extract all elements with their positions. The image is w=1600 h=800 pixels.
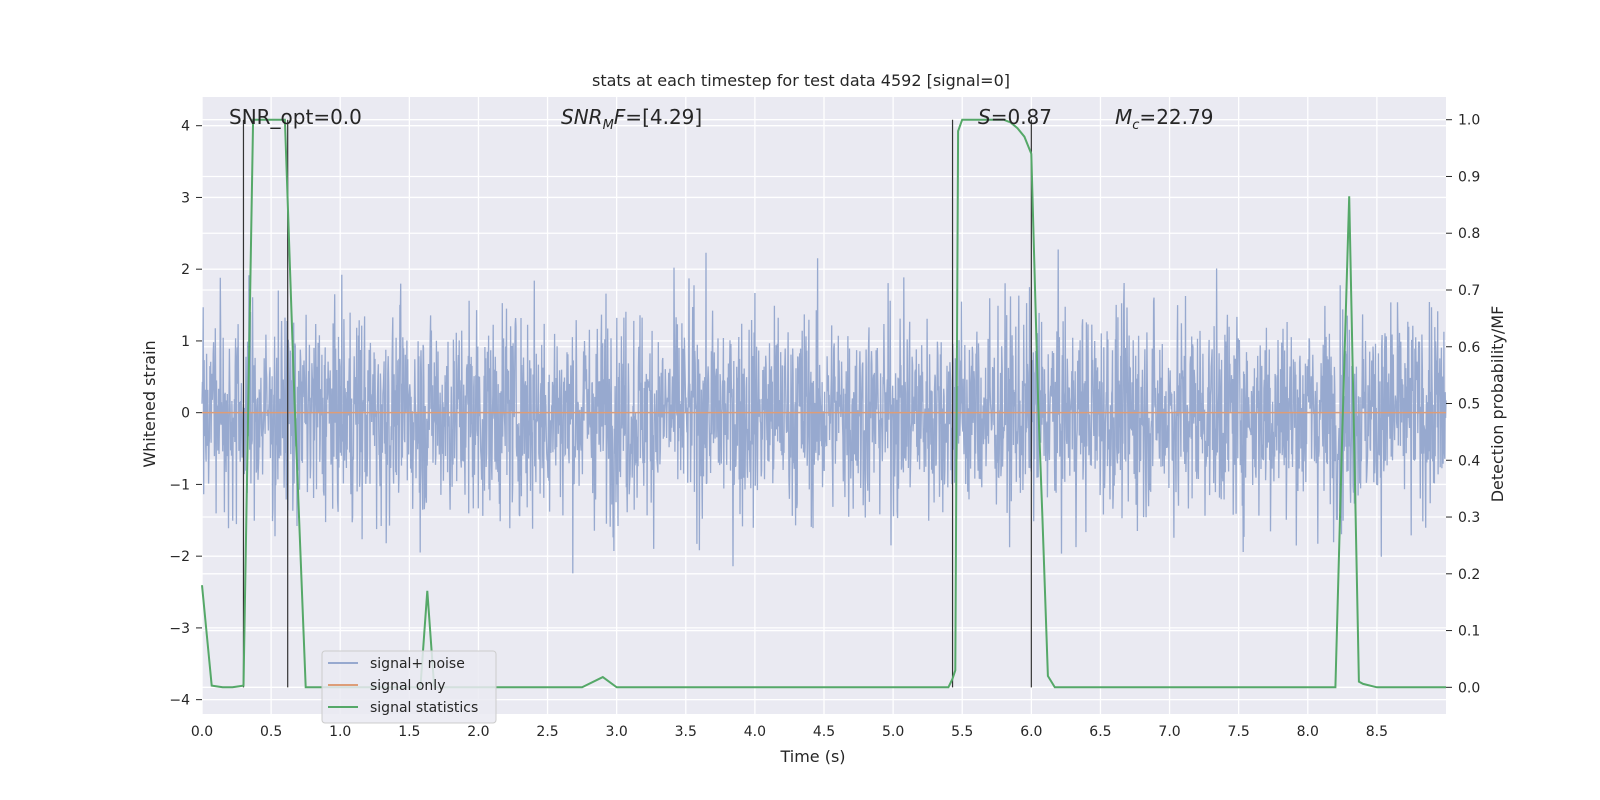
y-tick-label-5: 1 <box>181 334 190 350</box>
x-axis-label: Time (s) <box>779 747 845 766</box>
y2-tick-label-10: 1.0 <box>1458 113 1480 129</box>
y2-axis-label: Detection probability/MF <box>1488 306 1507 503</box>
x-tick-label-4: 2.0 <box>467 724 489 740</box>
y2-tick-label-1: 0.1 <box>1458 624 1480 640</box>
annotation-mc: Mc=22.79 <box>1115 105 1213 133</box>
legend-box <box>321 650 497 724</box>
annotation-s: S=0.87 <box>978 105 1052 129</box>
y-tick-label-4: 0 <box>181 406 190 422</box>
x-tick-label-0: 0.0 <box>191 724 213 740</box>
y-tick-label-3: −1 <box>169 477 190 493</box>
x-tick-label-13: 6.5 <box>1089 724 1111 740</box>
y-tick-label-7: 3 <box>181 190 190 206</box>
y-tick-label-6: 2 <box>181 262 190 278</box>
noise-trace <box>201 249 1447 574</box>
x-tick-label-11: 5.5 <box>951 724 973 740</box>
annotation-snr-mf-value: [4.29] <box>642 105 702 129</box>
y-tick-label-0: −4 <box>169 693 190 709</box>
y-axis-label: Whitened strain <box>140 340 159 467</box>
x-tick-label-6: 3.0 <box>606 724 628 740</box>
annotation-snr-mf: SNRMF=[4.29] <box>561 105 702 133</box>
annotation-snr-opt: SNR_opt=0.0 <box>229 105 362 129</box>
x-tick-label-10: 5.0 <box>882 724 904 740</box>
x-tick-label-3: 1.5 <box>398 724 420 740</box>
series-signal-statistics <box>201 118 1446 689</box>
chart-title: stats at each timestep for test data 459… <box>592 71 1010 90</box>
y2-tick-label-3: 0.3 <box>1458 510 1480 526</box>
series-signal-noise <box>201 249 1447 574</box>
legend-label-signal-noise: signal+ noise <box>370 656 465 672</box>
legend: signal+ noise signal only signal statist… <box>321 650 497 724</box>
x-tick-label-2: 1.0 <box>329 724 351 740</box>
y2-tick-label-9: 0.9 <box>1458 169 1480 185</box>
x-tick-label-8: 4.0 <box>744 724 766 740</box>
y2-tick-label-2: 0.2 <box>1458 567 1480 583</box>
y2-tick-label-0: 0.0 <box>1458 680 1480 696</box>
y-tick-label-2: −2 <box>169 549 190 565</box>
vertical-markers <box>242 119 1032 688</box>
y-tick-label-1: −3 <box>169 621 190 637</box>
annotation-mc-value: 22.79 <box>1156 105 1213 129</box>
y2-tick-label-8: 0.8 <box>1458 226 1480 242</box>
x-tick-label-16: 8.0 <box>1297 724 1319 740</box>
x-tick-label-15: 7.5 <box>1228 724 1250 740</box>
x-tick-label-9: 4.5 <box>813 724 835 740</box>
x-tick-label-7: 3.5 <box>675 724 697 740</box>
x-tick-label-1: 0.5 <box>260 724 282 740</box>
legend-label-signal-statistics: signal statistics <box>370 700 478 716</box>
y2-tick-label-5: 0.5 <box>1458 397 1480 413</box>
signal-statistics-line <box>201 118 1446 689</box>
y-tick-label-8: 4 <box>181 119 190 135</box>
x-tick-label-17: 8.5 <box>1366 724 1388 740</box>
x-tick-label-12: 6.0 <box>1020 724 1042 740</box>
y2-tick-label-6: 0.6 <box>1458 340 1480 356</box>
annotation-s-value: 0.87 <box>1007 105 1052 129</box>
y2-tick-label-7: 0.7 <box>1458 283 1480 299</box>
x-tick-label-5: 2.5 <box>536 724 558 740</box>
axis-ticks: 0.0 0.5 1.0 1.5 2.0 2.5 3.0 3.5 4.0 4.5 5.0 5.5 6.0 6… <box>169 113 1480 740</box>
legend-label-signal-only: signal only <box>370 678 445 694</box>
x-tick-label-14: 7.0 <box>1158 724 1180 740</box>
y2-tick-label-4: 0.4 <box>1458 453 1480 469</box>
